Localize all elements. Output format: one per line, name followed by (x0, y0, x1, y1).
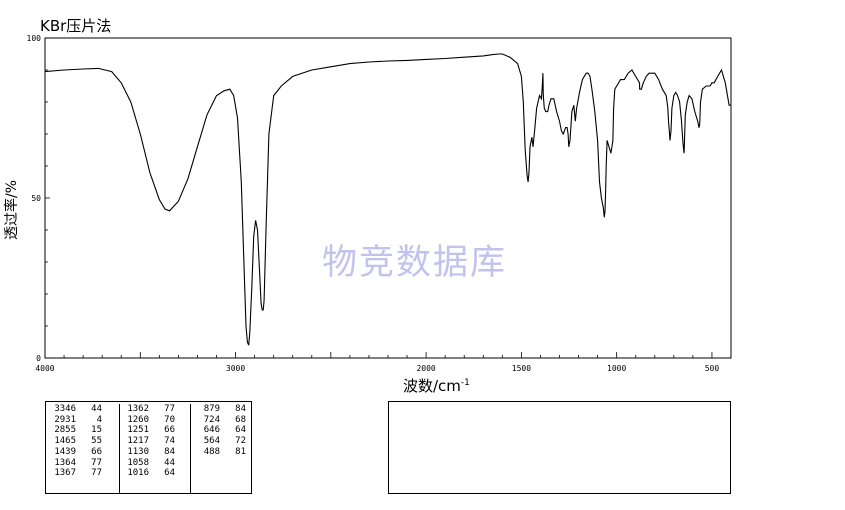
peak-wavenumber: 3346 (54, 404, 76, 414)
peak-wavenumber: 2855 (54, 425, 76, 436)
peak-transmittance: 66 (91, 446, 102, 457)
peak-row: 488 81 (190, 447, 252, 458)
peak-transmittance: 44 (164, 457, 175, 468)
peak-wavenumber: 1364 (54, 457, 76, 468)
plot-frame (44, 37, 732, 359)
peak-row: 1367 77 (46, 468, 119, 479)
peak-wavenumber: 879 (203, 404, 220, 414)
peak-wavenumber: 646 (203, 425, 220, 436)
peak-row: 646 64 (190, 425, 252, 436)
peak-row: 2931 4 (46, 415, 119, 426)
peak-wavenumber: 564 (203, 436, 220, 447)
peak-row: 1465 55 (46, 436, 119, 447)
x-axis: 4000 3000 2000 1500 1000 500 (35, 352, 732, 373)
peak-row: 1364 77 (46, 458, 119, 469)
chart-title: KBr压片法 (40, 17, 111, 35)
peak-transmittance: 68 (235, 414, 246, 425)
peak-transmittance: 64 (164, 468, 175, 479)
peak-row: 724 68 (190, 415, 252, 426)
info-box (388, 401, 731, 494)
peak-wavenumber: 724 (203, 414, 220, 425)
spectrum-line (44, 53, 731, 346)
peak-wavenumber: 1130 (127, 446, 149, 457)
peak-row: 1260 70 (119, 415, 190, 426)
peak-transmittance: 44 (91, 404, 102, 414)
y-axis-label: 透过率/% (3, 180, 20, 240)
peak-row: 1439 66 (46, 447, 119, 458)
peak-transmittance: 72 (235, 436, 246, 447)
peak-wavenumber: 1251 (127, 425, 149, 436)
peak-transmittance: 77 (91, 468, 102, 479)
peak-transmittance: 15 (91, 425, 102, 436)
ir-spectrum-chart: KBr压片法 4000 3000 2000 1500 1000 500 0 50 100 波数… (3, 17, 732, 395)
peak-row: 1058 44 (119, 458, 190, 469)
peak-transmittance: 84 (235, 404, 246, 414)
peak-row: 1016 64 (119, 468, 190, 479)
x-tick-label: 4000 (35, 364, 54, 373)
peak-transmittance: 64 (235, 425, 246, 436)
peak-row: 564 72 (190, 436, 252, 447)
peak-row: 1362 77 (119, 404, 190, 415)
peak-table: 3346 44 2931 4 2855 15 1465 55 1439 66 1364 77 1367 7… (45, 401, 252, 494)
peak-wavenumber: 1465 (54, 436, 76, 447)
watermark: 物竞数据库 (322, 243, 508, 283)
peak-wavenumber: 1439 (54, 446, 76, 457)
peak-transmittance: 70 (164, 414, 175, 425)
peak-transmittance: 55 (91, 436, 102, 447)
peak-table-column: 879 84 724 68 646 64 564 72 488 81 (190, 404, 252, 493)
peak-transmittance: 4 (96, 414, 102, 425)
x-axis-label-text: 波数/cm (403, 377, 461, 395)
peak-row: 1251 66 (119, 425, 190, 436)
y-tick-label: 0 (36, 354, 41, 363)
peak-transmittance: 66 (164, 425, 175, 436)
peak-row: 879 84 (190, 404, 252, 415)
y-tick-label: 50 (31, 194, 41, 203)
peak-wavenumber: 1260 (127, 414, 149, 425)
x-tick-label: 1500 (512, 364, 531, 373)
x-tick-label: 2000 (416, 364, 435, 373)
peak-wavenumber: 1362 (127, 404, 149, 414)
x-tick-label: 500 (705, 364, 720, 373)
peak-wavenumber: 488 (203, 446, 220, 457)
peak-table-column: 3346 44 2931 4 2855 15 1465 55 1439 66 1364 77 1367 7… (46, 404, 120, 493)
peak-row: 2855 15 (46, 425, 119, 436)
x-axis-label-sup: -1 (461, 378, 470, 388)
peak-wavenumber: 1367 (54, 468, 76, 479)
x-tick-label: 3000 (226, 364, 245, 373)
x-tick-label: 1000 (607, 364, 626, 373)
peak-wavenumber: 2931 (54, 414, 76, 425)
peak-row: 1217 74 (119, 436, 190, 447)
peak-row: 3346 44 (46, 404, 119, 415)
x-axis-label: 波数/cm-1 (403, 377, 470, 395)
y-axis: 0 50 100 (27, 34, 50, 363)
y-tick-label: 100 (27, 34, 42, 43)
peak-transmittance: 77 (91, 457, 102, 468)
peak-wavenumber: 1016 (127, 468, 149, 479)
peak-row: 1130 84 (119, 447, 190, 458)
peak-transmittance: 81 (235, 446, 246, 457)
peak-table-column: 1362 77 1260 70 1251 66 1217 74 1130 84 1058 44 1016… (119, 404, 191, 493)
peak-wavenumber: 1058 (127, 457, 149, 468)
peak-transmittance: 77 (164, 404, 175, 414)
peak-transmittance: 84 (164, 446, 175, 457)
peak-wavenumber: 1217 (127, 436, 149, 447)
peak-transmittance: 74 (164, 436, 175, 447)
